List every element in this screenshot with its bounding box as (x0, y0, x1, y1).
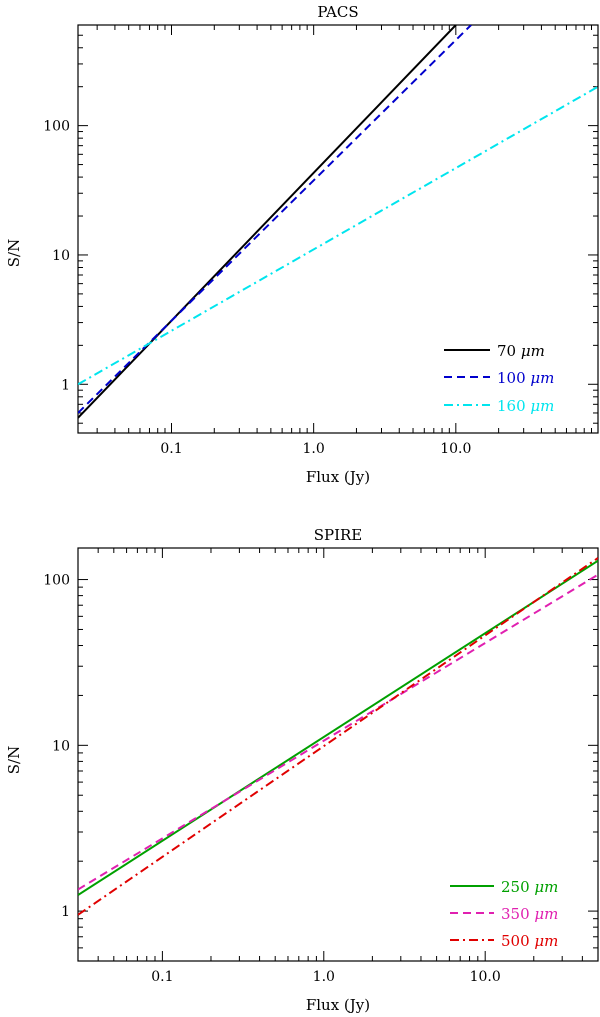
spire-y-tick-label: 10 (52, 738, 70, 754)
pacs-y-tick-label: 10 (52, 248, 70, 264)
pacs-y-tick-label: 100 (43, 119, 70, 135)
spire-panel: SPIRE 0.1 1.0 10.0 1 10 100 Flux (Jy) S/… (5, 526, 599, 1014)
pacs-legend: 70 μm 100 μm 160 μm (444, 342, 554, 415)
pacs-series-70 (78, 25, 457, 419)
pacs-x-tick-label: 0.1 (160, 441, 182, 457)
pacs-series-100 (78, 25, 472, 414)
pacs-plot-frame (77, 24, 599, 434)
pacs-legend-label-160: 160 μm (497, 397, 554, 415)
pacs-x-tick-label: 1.0 (303, 441, 325, 457)
spire-y-axis-label: S/N (5, 746, 23, 774)
pacs-x-tick-labels: 0.1 1.0 10.0 (160, 441, 471, 457)
spire-y-tick-label: 100 (43, 573, 70, 589)
pacs-series-160 (78, 85, 598, 386)
pacs-ticks (78, 24, 599, 433)
spire-y-tick-labels: 1 10 100 (43, 573, 70, 921)
spire-series-lines (78, 557, 598, 916)
pacs-y-tick-labels: 1 10 100 (43, 119, 70, 394)
pacs-y-axis-label: S/N (5, 239, 23, 267)
spire-legend-label-500: 500 μm (501, 932, 558, 950)
spire-x-tick-label: 10.0 (470, 969, 501, 985)
pacs-y-tick-label: 1 (61, 377, 70, 393)
spire-series-500 (78, 557, 598, 916)
spire-legend: 250 μm 350 μm 500 μm (450, 878, 558, 950)
spire-x-tick-label: 1.0 (313, 969, 335, 985)
pacs-x-tick-label: 10.0 (440, 441, 471, 457)
spire-x-tick-label: 0.1 (151, 969, 173, 985)
pacs-x-axis-label: Flux (Jy) (306, 468, 370, 486)
spire-x-axis-label: Flux (Jy) (306, 996, 370, 1014)
pacs-panel: PACS 0.1 1.0 10.0 1 10 100 Flux (Jy) S/N… (5, 3, 599, 486)
spire-x-tick-labels: 0.1 1.0 10.0 (151, 969, 501, 985)
pacs-title: PACS (317, 3, 358, 21)
spire-legend-label-250: 250 μm (501, 878, 558, 896)
pacs-legend-label-70: 70 μm (497, 342, 545, 360)
spire-y-tick-label: 1 (61, 904, 70, 920)
pacs-series-lines (78, 25, 598, 419)
spire-title: SPIRE (314, 526, 363, 544)
spire-series-350 (78, 573, 598, 891)
pacs-legend-label-100: 100 μm (497, 369, 554, 387)
spire-ticks (77, 548, 599, 962)
spire-plot-frame (77, 547, 599, 962)
spire-legend-label-350: 350 μm (501, 905, 558, 923)
